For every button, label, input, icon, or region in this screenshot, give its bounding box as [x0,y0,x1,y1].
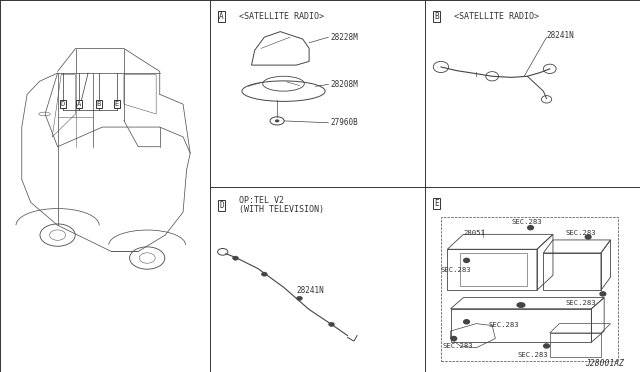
Text: E: E [115,101,119,107]
Ellipse shape [528,225,534,230]
Text: D: D [219,201,224,210]
Ellipse shape [233,256,239,260]
Text: A: A [77,101,81,107]
Text: <SATELLITE RADIO>: <SATELLITE RADIO> [239,12,324,21]
Ellipse shape [297,296,303,301]
Text: SEC.283: SEC.283 [518,352,548,358]
Text: SEC.283: SEC.283 [489,323,520,328]
Ellipse shape [451,336,457,341]
Ellipse shape [600,292,605,296]
Text: OP:TEL V2: OP:TEL V2 [239,196,284,205]
Text: J28001AZ: J28001AZ [585,359,624,368]
Text: D: D [61,101,65,107]
Ellipse shape [544,344,550,348]
Text: B: B [434,12,439,21]
Text: 28241N: 28241N [296,286,324,295]
Text: SEC.283: SEC.283 [511,219,542,225]
Text: E: E [434,199,439,208]
Text: 28051: 28051 [463,230,485,236]
Text: <SATELLITE RADIO>: <SATELLITE RADIO> [454,12,540,21]
Text: A: A [219,12,224,21]
Text: 28241N: 28241N [547,31,574,40]
Text: 27960B: 27960B [330,118,358,127]
Ellipse shape [464,320,470,324]
Ellipse shape [329,322,334,327]
Text: SEC.283: SEC.283 [441,267,472,273]
Text: 28228M: 28228M [330,33,358,42]
Ellipse shape [275,120,279,122]
Ellipse shape [586,235,591,239]
Text: (WITH TELEVISION): (WITH TELEVISION) [239,205,324,214]
Text: 28208M: 28208M [330,80,358,89]
Ellipse shape [464,258,470,263]
Ellipse shape [262,272,268,276]
Text: SEC.283: SEC.283 [443,343,474,349]
Text: SEC.283: SEC.283 [566,230,596,236]
Ellipse shape [517,303,525,307]
Text: SEC.283: SEC.283 [566,300,596,306]
Text: B: B [97,101,101,107]
